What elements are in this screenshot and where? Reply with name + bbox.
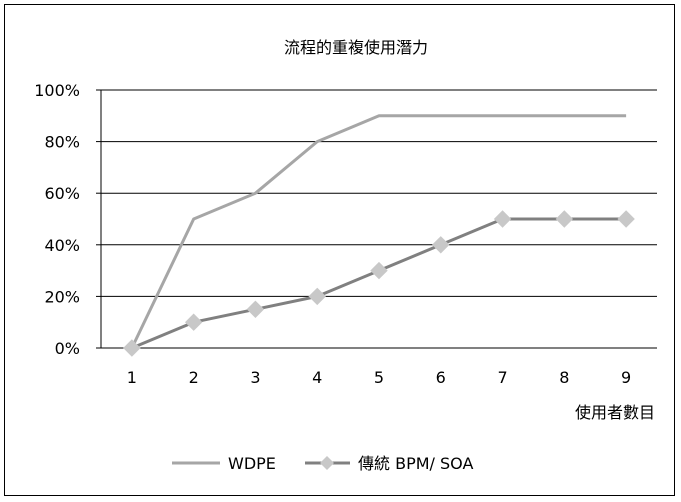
y-tick-label: 0% — [55, 339, 80, 358]
data-point-marker — [308, 287, 326, 306]
data-point-marker — [555, 210, 574, 228]
y-tick-label: 80% — [44, 133, 80, 152]
x-tick-label: 2 — [189, 368, 199, 387]
legend-label-2: 傳統 BPM/ SOA — [358, 454, 473, 473]
y-tick-labels: 0% 20% 40% 60% 80% 100% — [34, 81, 80, 358]
x-tick-label: 6 — [436, 368, 446, 387]
data-point-marker — [493, 210, 512, 228]
y-tick-label: 20% — [44, 287, 80, 306]
data-point-marker — [617, 210, 635, 228]
legend-label-1: WDPE — [228, 454, 276, 473]
data-point-marker — [370, 261, 388, 280]
x-tick-label: 8 — [559, 368, 569, 387]
y-tick-label: 40% — [44, 236, 80, 255]
chart-frame — [4, 4, 675, 496]
legend: WDPE 傳統 BPM/ SOA — [172, 454, 473, 473]
data-point-marker — [246, 300, 265, 319]
x-tick-label: 5 — [374, 368, 384, 387]
legend-marker-2 — [320, 456, 334, 470]
x-tick-label: 9 — [621, 368, 631, 387]
data-point-marker — [432, 236, 450, 254]
x-tick-label: 3 — [250, 368, 260, 387]
x-tick-label: 1 — [127, 368, 137, 387]
y-tick-label: 60% — [44, 184, 80, 203]
x-tick-label: 7 — [497, 368, 507, 387]
series-line-1 — [130, 114, 627, 349]
x-axis-title: 使用者數目 — [575, 403, 655, 422]
data-point-marker — [123, 339, 141, 357]
x-tick-labels: 1 2 3 4 5 6 7 8 9 — [127, 368, 631, 387]
axes — [100, 90, 657, 349]
data-point-marker — [184, 313, 203, 331]
y-tick-label: 100% — [34, 81, 80, 100]
series-line-2 — [131, 217, 627, 350]
gridlines — [96, 89, 657, 349]
series — [123, 114, 635, 357]
chart-title: 流程的重複使用潛力 — [284, 38, 428, 57]
x-tick-label: 4 — [312, 368, 322, 387]
